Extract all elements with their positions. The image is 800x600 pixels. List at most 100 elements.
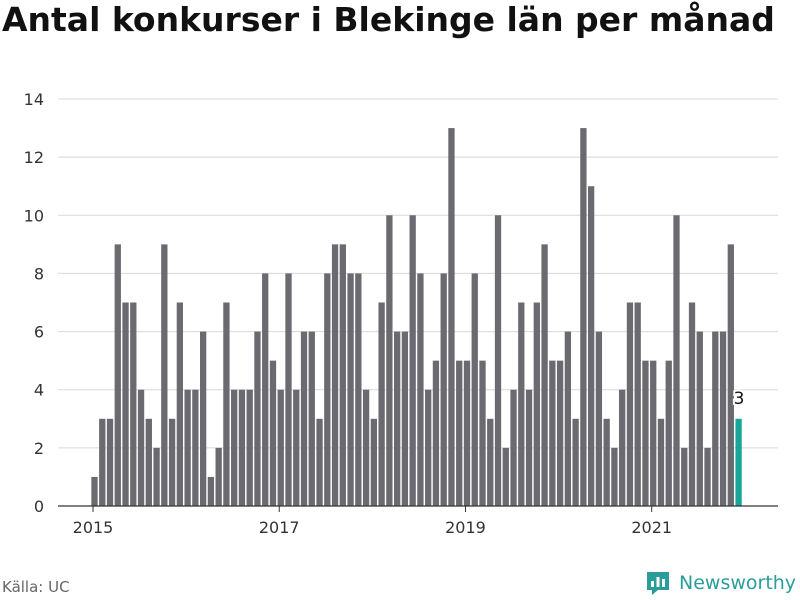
y-tick-label: 10	[24, 206, 44, 225]
bar	[285, 273, 292, 506]
bar	[549, 360, 556, 506]
bar	[704, 447, 711, 506]
bar	[471, 273, 478, 506]
bar	[223, 302, 230, 506]
bar	[510, 389, 517, 506]
bar	[130, 302, 137, 506]
bar	[502, 447, 509, 506]
bar	[673, 215, 680, 507]
bar	[448, 128, 455, 506]
bar	[269, 360, 277, 506]
x-tick-label: 2019	[445, 518, 486, 537]
y-tick-label: 8	[34, 264, 44, 283]
y-axis-ticks: 0 2 4 6 8 10 12 14	[24, 90, 44, 516]
bar	[378, 302, 385, 506]
bar	[650, 360, 657, 506]
bars	[91, 128, 742, 507]
bar	[184, 389, 191, 506]
bar	[339, 244, 346, 507]
bar	[215, 447, 222, 506]
bar	[91, 476, 98, 506]
bar	[355, 273, 362, 506]
x-tick-label: 2017	[259, 518, 300, 537]
bar	[619, 389, 626, 506]
bar	[681, 447, 688, 506]
bar	[556, 360, 564, 506]
bar	[626, 302, 634, 506]
data-labels: 3	[732, 387, 747, 411]
bar	[487, 418, 494, 506]
chart-title: Antal konkurser i Blekinge län per månad	[2, 0, 775, 39]
bar	[456, 360, 463, 506]
bar	[176, 302, 184, 506]
bar	[409, 215, 416, 507]
bar	[386, 215, 393, 507]
bar	[231, 389, 238, 506]
bar	[587, 186, 595, 506]
brand-name: Newsworthy	[679, 572, 797, 594]
bar	[277, 389, 284, 506]
bar	[238, 389, 246, 506]
bar	[262, 273, 269, 506]
bar	[719, 331, 727, 506]
bar	[99, 418, 106, 506]
bar	[393, 331, 401, 506]
bar	[696, 331, 703, 506]
y-tick-label: 2	[34, 439, 44, 458]
bar	[199, 331, 207, 506]
bar	[657, 418, 665, 506]
bar	[347, 273, 354, 506]
bar	[518, 302, 525, 506]
bar	[137, 389, 145, 506]
bar	[324, 273, 331, 506]
bar	[168, 418, 176, 506]
bar	[479, 360, 486, 506]
bar	[300, 331, 308, 506]
bar	[161, 244, 168, 507]
bar	[595, 331, 603, 506]
bar	[642, 360, 649, 506]
x-axis-ticks: 2015 2017 2019 2021	[73, 506, 672, 537]
bar	[293, 389, 300, 506]
bar	[370, 418, 378, 506]
brand-logo: Newsworthy	[645, 569, 796, 597]
bar	[572, 418, 579, 506]
y-tick-label: 14	[24, 90, 44, 109]
bar	[727, 244, 734, 507]
source-note: Källa: UC	[2, 578, 70, 596]
y-tick-label: 12	[24, 148, 44, 167]
x-tick-label: 2015	[73, 518, 114, 537]
bar	[254, 331, 261, 506]
bar	[308, 331, 315, 506]
bar	[153, 447, 160, 506]
bar	[541, 244, 548, 507]
bar	[494, 215, 502, 507]
bar	[440, 273, 447, 506]
x-tick-label: 2021	[631, 518, 672, 537]
bar	[525, 389, 533, 506]
bar-highlight	[735, 418, 742, 506]
bar	[362, 389, 370, 506]
bar	[634, 302, 641, 506]
bar	[533, 302, 540, 506]
bar	[712, 331, 719, 506]
bar	[432, 360, 440, 506]
bar	[580, 128, 587, 506]
bar	[611, 447, 618, 506]
bar	[316, 418, 323, 506]
y-tick-label: 4	[34, 381, 44, 400]
bar	[114, 244, 121, 507]
bar	[192, 389, 199, 506]
bar-chart: 0 2 4 6 8 10 12 14 2015 2017 2019 2021 3	[24, 90, 778, 537]
newsworthy-logo-icon	[647, 572, 669, 595]
bar	[106, 418, 114, 506]
bar	[425, 389, 432, 506]
bar	[401, 331, 409, 506]
bar	[603, 418, 610, 506]
bar	[246, 389, 253, 506]
bar	[145, 418, 152, 506]
bar	[564, 331, 572, 506]
bar	[463, 360, 471, 506]
bar	[417, 273, 424, 506]
bar	[207, 476, 215, 506]
